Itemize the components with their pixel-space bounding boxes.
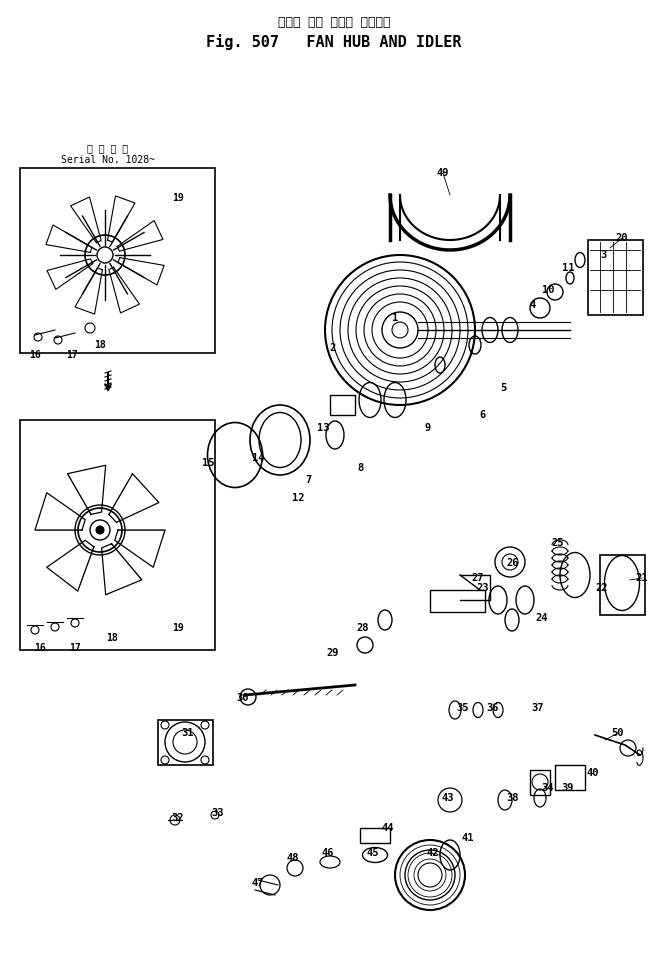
Text: 21: 21 — [636, 573, 648, 583]
Text: 43: 43 — [442, 793, 454, 803]
Text: 2: 2 — [330, 343, 336, 353]
Text: 48: 48 — [287, 853, 299, 863]
Text: 30: 30 — [237, 693, 250, 703]
Text: 19: 19 — [172, 623, 184, 633]
Text: 10: 10 — [542, 285, 554, 295]
Bar — [530, 770, 550, 795]
Text: 26: 26 — [506, 558, 519, 568]
Bar — [360, 828, 390, 843]
Text: 通 用 号 機: 通 用 号 機 — [88, 143, 128, 153]
Text: 17: 17 — [69, 643, 81, 653]
Text: 50: 50 — [611, 728, 624, 738]
Text: 3: 3 — [600, 250, 606, 260]
Text: 45: 45 — [367, 848, 379, 858]
Text: 34: 34 — [542, 783, 554, 793]
Text: 41: 41 — [462, 833, 474, 843]
Bar — [588, 240, 643, 315]
Text: 40: 40 — [587, 768, 599, 778]
Text: 16: 16 — [29, 350, 41, 360]
Text: 23: 23 — [477, 583, 489, 593]
Text: 12: 12 — [292, 493, 304, 503]
Text: 8: 8 — [357, 463, 363, 473]
Text: 25: 25 — [552, 538, 564, 548]
Text: 6: 6 — [480, 410, 486, 420]
Bar — [330, 395, 355, 415]
Circle shape — [96, 526, 104, 534]
Bar — [430, 590, 485, 612]
Text: 31: 31 — [182, 728, 194, 738]
Text: 11: 11 — [562, 263, 574, 273]
Text: 5: 5 — [500, 383, 506, 393]
Text: 22: 22 — [596, 583, 608, 593]
Text: 14: 14 — [252, 453, 264, 463]
Text: 16: 16 — [34, 643, 46, 653]
Bar — [555, 765, 585, 790]
Bar — [20, 420, 215, 650]
Text: 37: 37 — [532, 703, 545, 713]
Text: 17: 17 — [66, 350, 78, 360]
Text: 44: 44 — [382, 823, 394, 833]
Bar — [600, 555, 645, 615]
Text: 27: 27 — [472, 573, 484, 583]
Text: 13: 13 — [316, 423, 329, 433]
Text: 46: 46 — [322, 848, 334, 858]
Text: Serial No. 1028~: Serial No. 1028~ — [61, 155, 155, 165]
Text: 33: 33 — [212, 808, 224, 818]
Text: 9: 9 — [425, 423, 431, 433]
Text: 35: 35 — [457, 703, 469, 713]
Text: 32: 32 — [172, 813, 184, 823]
Text: 4: 4 — [530, 300, 536, 310]
Text: 47: 47 — [252, 878, 264, 888]
Text: 15: 15 — [202, 458, 214, 468]
Bar — [20, 168, 215, 353]
Text: 42: 42 — [427, 848, 440, 858]
Text: 36: 36 — [487, 703, 499, 713]
Text: 49: 49 — [437, 168, 450, 178]
Text: ファン ハブ および アイドラ: ファン ハブ および アイドラ — [278, 16, 390, 28]
Text: 18: 18 — [94, 340, 106, 350]
Text: 29: 29 — [326, 648, 339, 658]
Text: 38: 38 — [506, 793, 519, 803]
Text: Fig. 507   FAN HUB AND IDLER: Fig. 507 FAN HUB AND IDLER — [206, 34, 462, 50]
Bar — [158, 720, 213, 765]
Text: 19: 19 — [172, 193, 184, 203]
Text: 7: 7 — [305, 475, 311, 485]
Text: 39: 39 — [562, 783, 574, 793]
Text: 1: 1 — [392, 313, 398, 323]
Text: 24: 24 — [536, 613, 549, 623]
Text: 18: 18 — [106, 633, 118, 643]
Text: 20: 20 — [615, 233, 628, 243]
Text: 28: 28 — [357, 623, 369, 633]
